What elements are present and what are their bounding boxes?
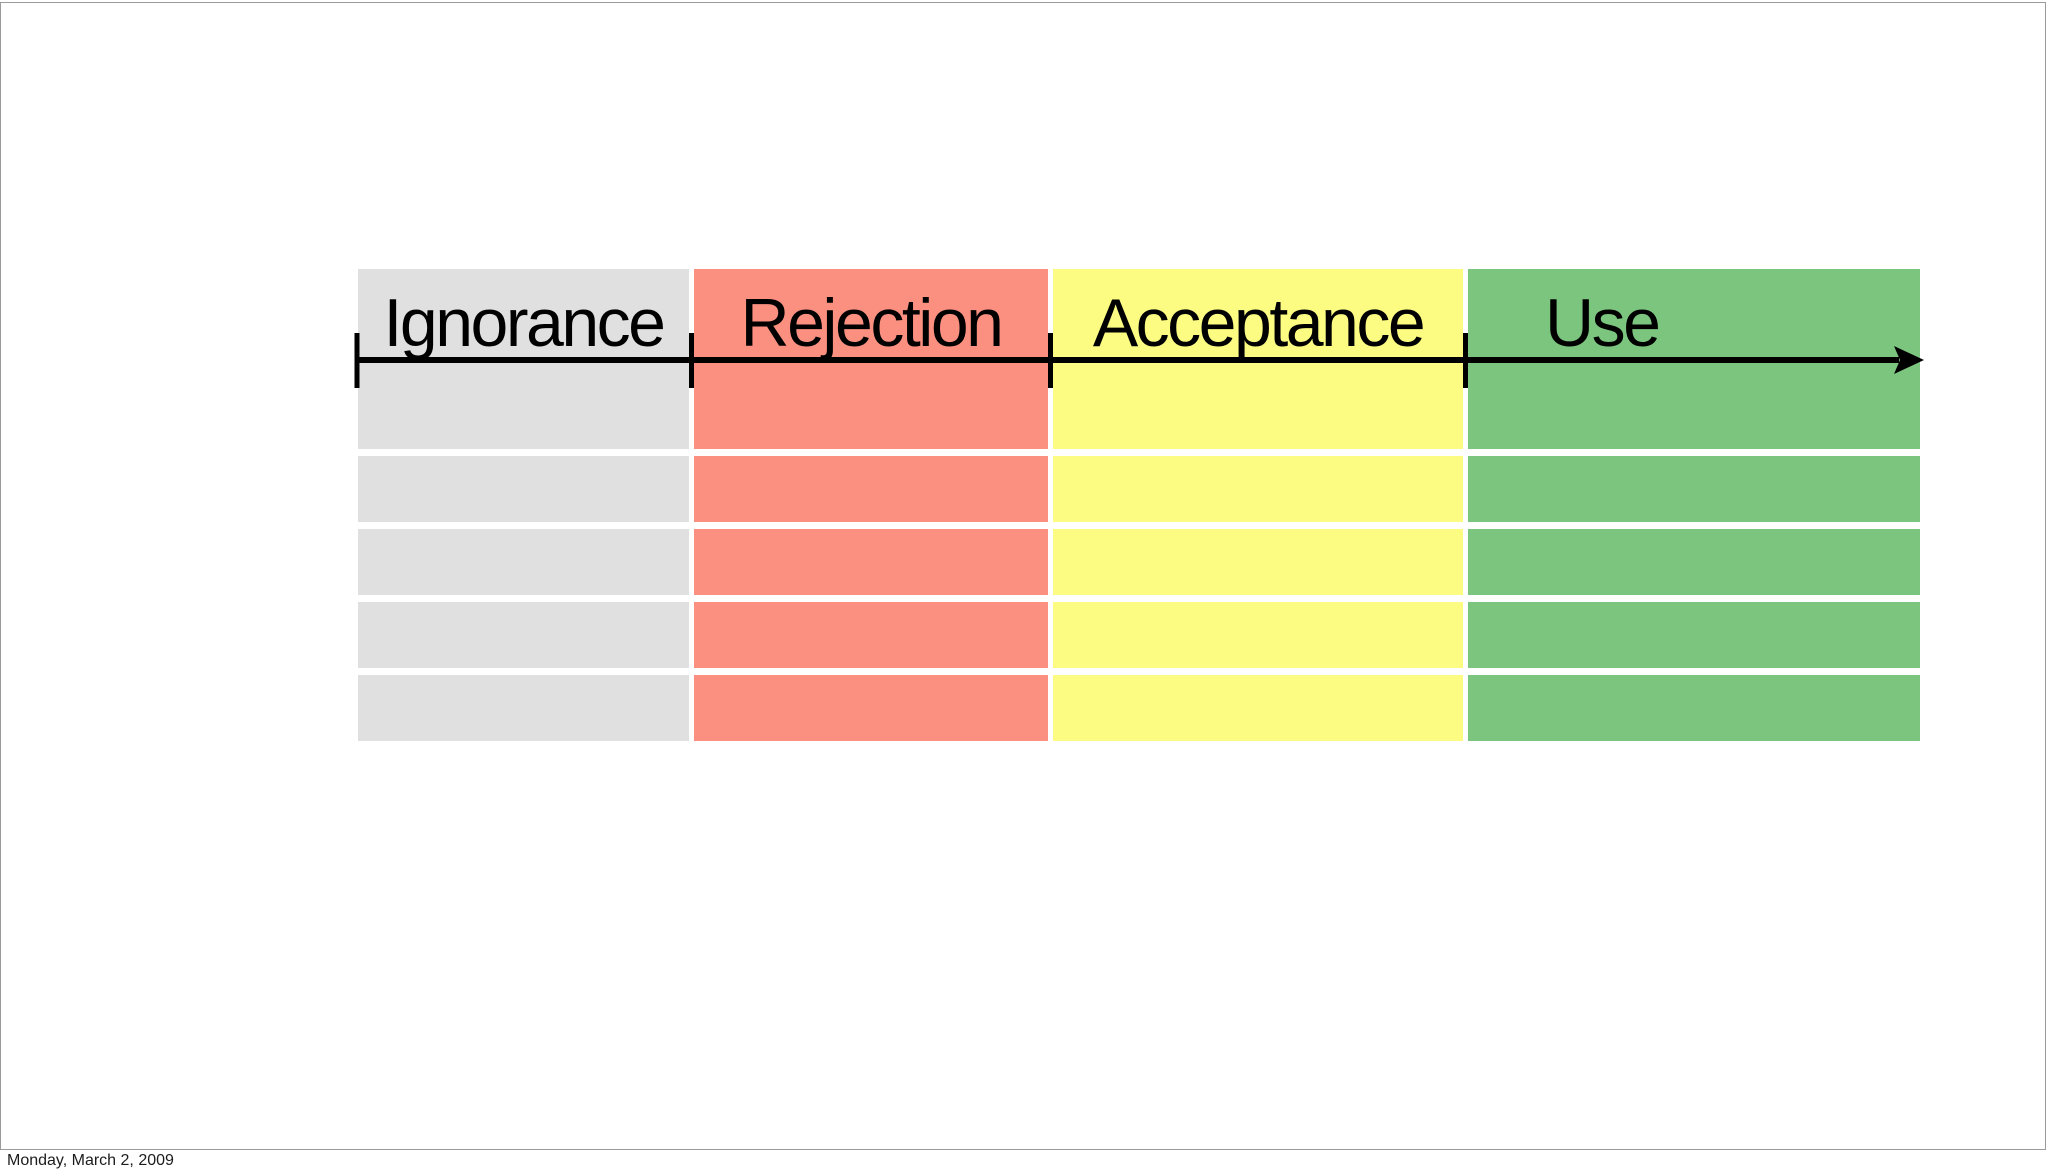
stage-row-cell	[1053, 602, 1463, 668]
stage-row-cell	[1468, 602, 1920, 668]
stage-row-cell	[1468, 675, 1920, 741]
stage-row-cell	[358, 675, 689, 741]
stage-header-block: Use	[1468, 269, 1920, 449]
stage-label: Use	[1545, 285, 1661, 361]
stage-row-cell	[1053, 529, 1463, 595]
stage-header-block: Ignorance	[358, 269, 689, 449]
stage-row-cell	[1053, 675, 1463, 741]
stage-label: Ignorance	[383, 285, 666, 361]
stage-row-cell	[1468, 456, 1920, 522]
stage-header-block: Acceptance	[1053, 269, 1463, 449]
stage-header-block: Rejection	[694, 269, 1048, 449]
stage-row-cell	[694, 529, 1048, 595]
stage-column-ignorance: Ignorance	[358, 269, 689, 741]
slide-canvas: Ignorance Rejection Acceptance Use	[0, 2, 2046, 1150]
stage-label: Acceptance	[1092, 285, 1426, 361]
stage-column-acceptance: Acceptance	[1053, 269, 1463, 741]
stage-row-cell	[358, 602, 689, 668]
stage-column-use: Use	[1468, 269, 1920, 741]
stage-row-cell	[694, 602, 1048, 668]
stage-row-cell	[694, 456, 1048, 522]
footer-date: Monday, March 2, 2009	[7, 1152, 174, 1169]
stage-row-cell	[1053, 456, 1463, 522]
stage-row-cell	[358, 529, 689, 595]
stage-row-cell	[694, 675, 1048, 741]
stage-row-cell	[1468, 529, 1920, 595]
stage-column-rejection: Rejection	[694, 269, 1048, 741]
stage-label: Rejection	[740, 285, 1005, 361]
stage-row-cell	[358, 456, 689, 522]
adoption-timeline: Ignorance Rejection Acceptance Use	[358, 269, 1920, 741]
